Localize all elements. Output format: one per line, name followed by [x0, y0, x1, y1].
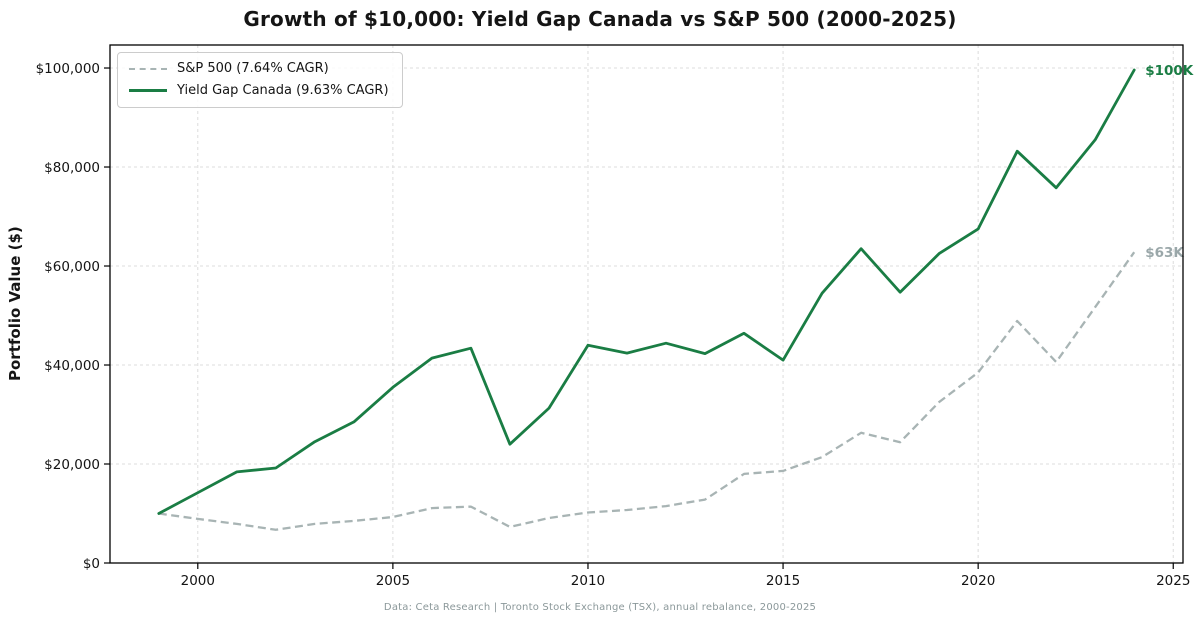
legend-line-sample-sp500	[129, 67, 167, 70]
chart-title: Growth of $10,000: Yield Gap Canada vs S…	[243, 7, 957, 31]
end-annotation-sp500: $63K	[1145, 245, 1184, 261]
x-tick-label: 2025	[1156, 573, 1190, 589]
line-yield-gap-canada	[157, 68, 1136, 515]
legend-label-sp500: S&P 500 (7.64% CAGR)	[177, 61, 329, 76]
x-tick-label: 2010	[571, 573, 605, 589]
y-tick-label: $20,000	[44, 457, 100, 473]
y-tick-label: $60,000	[44, 259, 100, 275]
x-tick-label: 2005	[376, 573, 410, 589]
x-tick-label: 2000	[181, 573, 215, 589]
y-axis-label: Portfolio Value ($)	[6, 226, 24, 382]
y-tick-label: $0	[83, 556, 100, 572]
y-tick-label: $40,000	[44, 358, 100, 374]
end-annotation-yield-gap-canada: $100K	[1145, 63, 1194, 79]
plot-border	[109, 44, 1184, 564]
y-tick-label: $100,000	[36, 61, 100, 77]
legend-item-yield-gap-canada: Yield Gap Canada (9.63% CAGR)	[129, 83, 389, 98]
line-sp500	[158, 251, 1136, 531]
legend: S&P 500 (7.64% CAGR) Yield Gap Canada (9…	[117, 52, 403, 108]
x-tick-label: 2015	[766, 573, 800, 589]
legend-item-sp500: S&P 500 (7.64% CAGR)	[129, 61, 389, 76]
legend-label-yield-gap-canada: Yield Gap Canada (9.63% CAGR)	[177, 83, 389, 98]
y-tick-label: $80,000	[44, 160, 100, 176]
legend-line-sample-yield-gap-canada	[129, 89, 167, 92]
x-tick-label: 2020	[961, 573, 995, 589]
data-source-caption: Data: Ceta Research | Toronto Stock Exch…	[383, 602, 817, 613]
